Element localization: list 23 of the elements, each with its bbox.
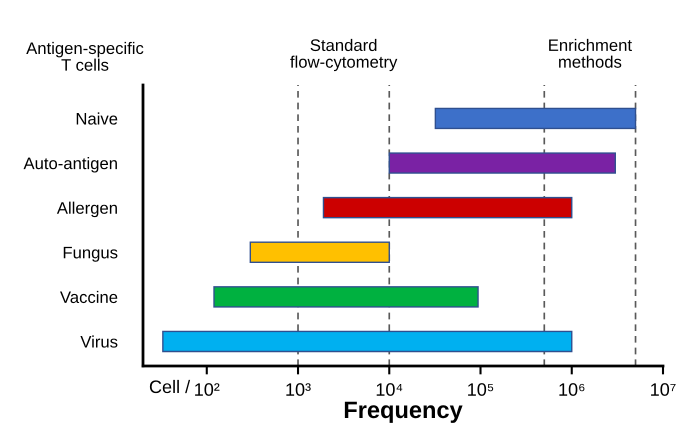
- bar: [388, 152, 616, 174]
- text: Enrichment methods: [549, 38, 632, 68]
- bar: [213, 286, 479, 308]
- y-tick-label: Allergen: [56, 202, 117, 218]
- bar: [322, 196, 572, 218]
- x-tick-label: 10⁷: [651, 383, 676, 396]
- y-tick-label: Vaccine: [60, 290, 118, 304]
- text: Antigen-specific T cells: [26, 42, 144, 71]
- bar: [250, 242, 390, 263]
- bar: [162, 330, 572, 352]
- x-tick-label: 10³: [286, 383, 311, 396]
- x-tick-label: 10⁵: [468, 383, 494, 396]
- x-tick-label: 10⁶: [559, 383, 584, 396]
- y-tick-label: Auto-antigen: [24, 157, 117, 173]
- text: Cell /: [150, 380, 190, 394]
- x-axis-title: Frequency: [344, 402, 463, 423]
- y-tick-label: Fungus: [64, 246, 118, 262]
- bar: [434, 108, 636, 130]
- text: Standard flow-cytometry: [290, 38, 398, 72]
- y-tick-label: Virus: [80, 335, 118, 348]
- x-tick-label: 10⁴: [376, 383, 402, 396]
- x-tick-label: 10²: [195, 383, 220, 396]
- y-tick-label: Naive: [76, 112, 118, 125]
